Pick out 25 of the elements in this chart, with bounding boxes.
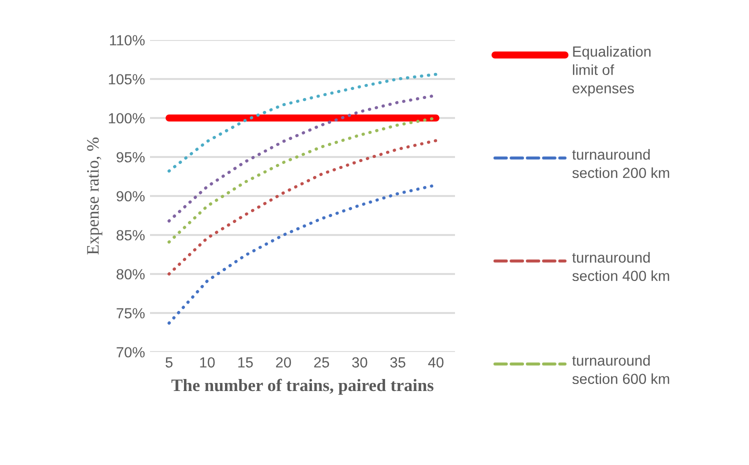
legend-label: turnauround section 600 km	[572, 355, 670, 384]
y-tick-label: 90%	[116, 191, 145, 202]
legend-label: turnauround section 200 km	[572, 149, 670, 178]
x-tick-label: 20	[276, 357, 291, 368]
x-tick-label: 5	[166, 357, 173, 368]
x-tick-label: 40	[428, 357, 444, 368]
x-tick-label: 25	[314, 357, 330, 368]
legend-label: turnauround section 400 km	[572, 252, 670, 282]
x-tick-label: 10	[200, 357, 215, 368]
line-series	[168, 139, 438, 276]
x-tick-label: 15	[238, 357, 253, 368]
y-tick-label: 105%	[108, 74, 145, 84]
y-tick-label: 70%	[116, 347, 145, 358]
y-tick-label: 100%	[108, 113, 145, 124]
y-tick-label: 80%	[116, 269, 145, 280]
y-tick-label: 85%	[116, 230, 145, 240]
y-tick-label: 95%	[116, 152, 145, 162]
x-tick-label: 30	[352, 357, 368, 368]
legend-label: Equalization limit of expenses	[572, 46, 651, 96]
x-axis-title: The number of trains, paired trains	[171, 378, 434, 395]
y-tick-label: 75%	[116, 308, 145, 318]
line-series	[168, 72, 438, 173]
y-tick-label: 110%	[110, 35, 145, 46]
x-tick-label: 35	[390, 357, 406, 368]
y-axis-title: Expense ratio, %	[87, 138, 102, 255]
